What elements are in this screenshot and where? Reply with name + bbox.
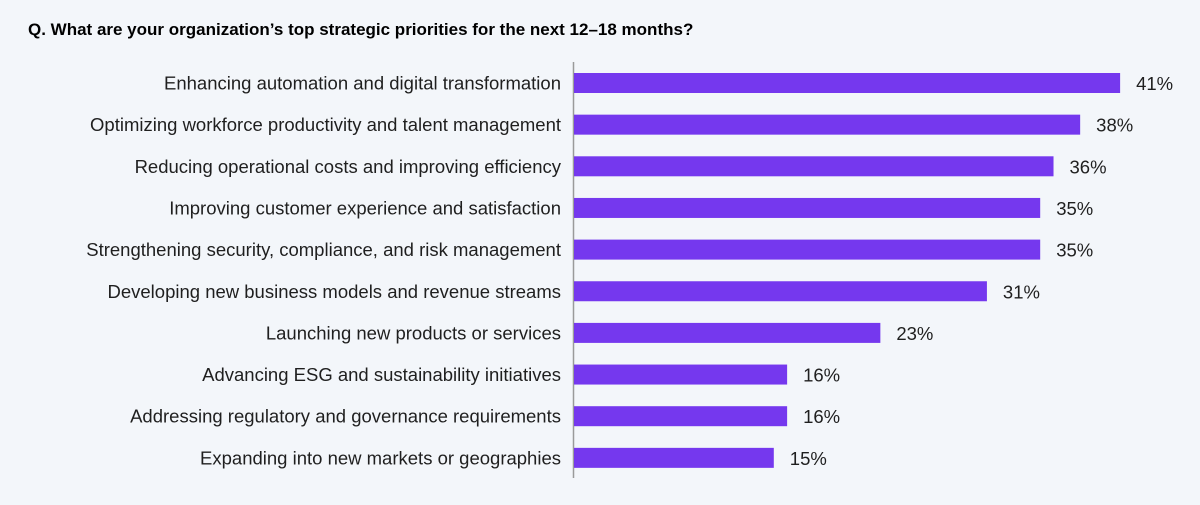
bar: [574, 114, 1081, 135]
bar: [574, 239, 1041, 260]
data-label: 36%: [1070, 156, 1107, 177]
category-label: Reducing operational costs and improving…: [135, 156, 562, 177]
category-label: Advancing ESG and sustainability initiat…: [202, 364, 561, 385]
bar: [574, 364, 788, 385]
category-label: Optimizing workforce productivity and ta…: [90, 114, 561, 135]
chart-title: Q. What are your organization’s top stra…: [28, 20, 694, 39]
data-label: 31%: [1003, 281, 1040, 302]
data-label: 41%: [1136, 73, 1173, 94]
category-label: Addressing regulatory and governance req…: [130, 406, 561, 427]
category-label: Improving customer experience and satisf…: [169, 197, 561, 218]
category-label: Launching new products or services: [266, 322, 561, 343]
data-label: 16%: [803, 406, 840, 427]
category-label: Expanding into new markets or geographie…: [200, 447, 561, 468]
bar: [574, 281, 987, 302]
data-label: 16%: [803, 365, 840, 386]
category-label: Enhancing automation and digital transfo…: [164, 73, 561, 94]
category-label: Developing new business models and reven…: [107, 281, 561, 302]
bar: [574, 73, 1121, 93]
bar: [574, 406, 788, 427]
bar: [574, 322, 881, 343]
category-label: Strengthening security, compliance, and …: [86, 239, 561, 260]
bar: [574, 197, 1041, 218]
data-label: 15%: [790, 448, 827, 469]
data-label: 38%: [1096, 115, 1133, 136]
bars-group: Enhancing automation and digital transfo…: [86, 73, 1173, 469]
bar: [574, 156, 1054, 177]
data-label: 35%: [1056, 240, 1093, 261]
data-label: 35%: [1056, 198, 1093, 219]
bar: [574, 447, 774, 468]
data-label: 23%: [896, 323, 933, 344]
